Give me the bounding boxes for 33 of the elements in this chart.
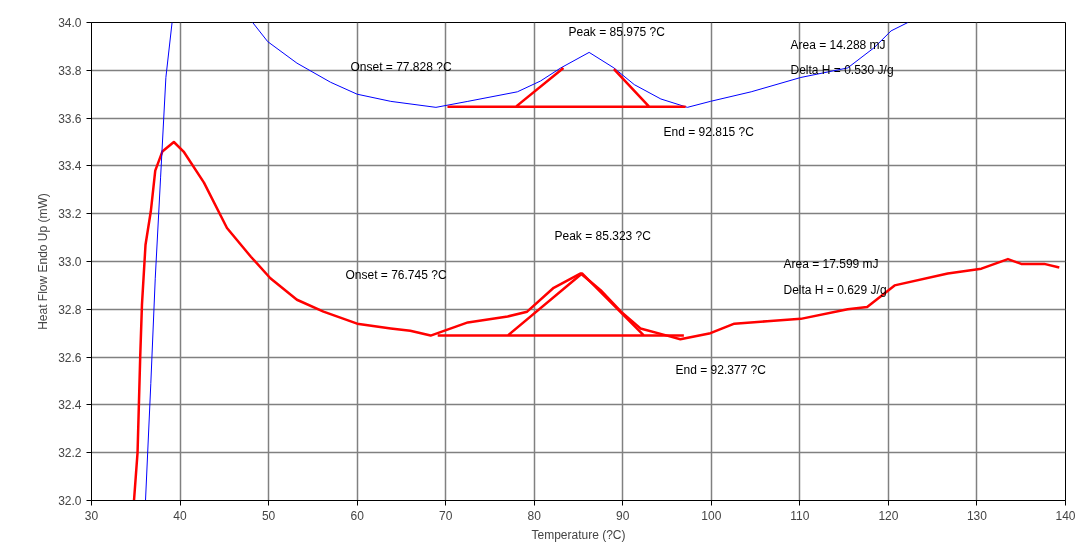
annotation: Onset = 77.828 ?C — [350, 59, 452, 74]
x-tick-label: 60 — [350, 508, 365, 523]
annotation: Peak = 85.323 ?C — [554, 228, 652, 243]
y-tick-label: 32.2 — [58, 446, 82, 461]
annotation: Onset = 76.745 ?C — [345, 267, 447, 282]
y-axis-title: Heat Flow Endo Up (mW) — [36, 193, 51, 330]
y-tick-label: 33.6 — [58, 111, 82, 126]
x-tick-label: 110 — [790, 508, 810, 523]
x-tick-label: 80 — [527, 508, 542, 523]
y-tick-label: 34.0 — [58, 16, 82, 30]
annotation: Area = 17.599 mJ — [783, 256, 879, 271]
annotation: Peak = 85.975 ?C — [568, 24, 666, 39]
x-axis-title: Temperature (?C) — [531, 527, 626, 542]
x-tick-label: 130 — [966, 508, 988, 523]
x-tick-label: 70 — [439, 508, 453, 523]
x-tick-label: 120 — [878, 508, 899, 523]
y-tick-label: 33.0 — [58, 255, 82, 269]
y-tick-label: 32.4 — [58, 398, 82, 413]
x-tick-label: 140 — [1055, 508, 1076, 523]
x-tick-label: 90 — [616, 508, 630, 523]
y-tick-label: 33.8 — [58, 63, 82, 78]
x-tick-label: 100 — [701, 508, 722, 523]
y-tick-label: 32.8 — [58, 302, 82, 317]
annotation: End = 92.815 ?C — [663, 124, 755, 139]
y-tick-label: 33.4 — [58, 159, 82, 174]
annotation: End = 92.377 ?C — [675, 362, 767, 377]
y-tick-label: 33.2 — [58, 207, 82, 222]
x-tick-label: 40 — [173, 508, 188, 523]
x-tick-label: 30 — [84, 508, 99, 523]
x-tick-label: 50 — [261, 508, 276, 523]
y-tick-label: 32.6 — [58, 350, 82, 365]
y-tick-label: 32.0 — [58, 494, 82, 508]
annotation: Delta H = 0.629 J/g — [783, 282, 887, 297]
